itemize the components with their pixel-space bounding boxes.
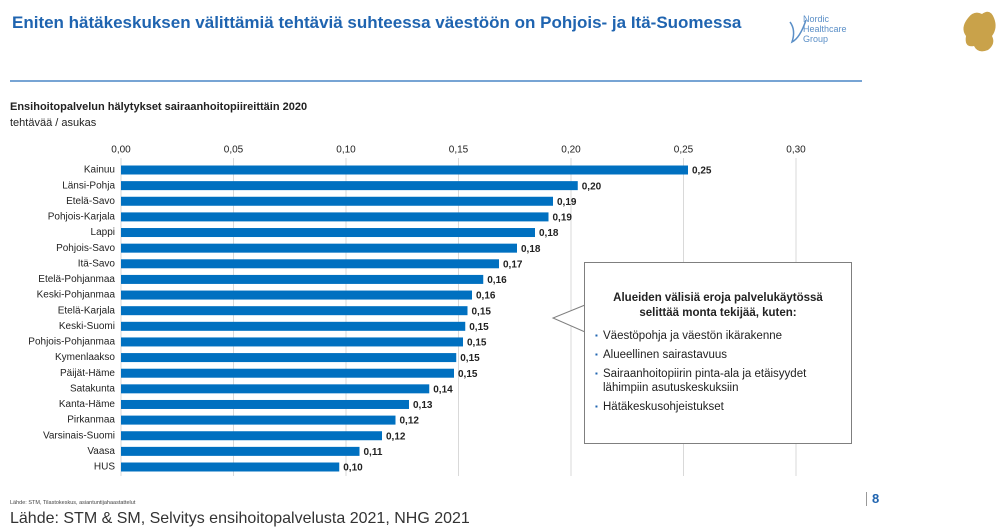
callout: Alueiden välisiä eroja palvelukäytössä s… xyxy=(584,262,852,444)
slide-title: Eniten hätäkeskuksen välittämiä tehtäviä… xyxy=(12,13,742,32)
y-tick-label: Kanta-Häme xyxy=(59,399,116,410)
callout-item: Alueellinen sairastavuus xyxy=(595,348,841,362)
y-tick-label: Kainuu xyxy=(84,165,115,176)
y-tick-label: Varsinais-Suomi xyxy=(43,430,115,441)
bar xyxy=(121,228,535,238)
source: Lähde: STM & SM, Selvitys ensihoitopalve… xyxy=(10,510,470,527)
x-tick-label: 0,25 xyxy=(674,145,694,156)
bar xyxy=(121,181,578,191)
value-label: 0,13 xyxy=(413,400,433,411)
callout-item: Hätäkeskusohjeistukset xyxy=(595,400,841,414)
chart-title: Ensihoitopalvelun hälytykset sairaanhoit… xyxy=(10,101,307,113)
y-tick-label: Lappi xyxy=(91,227,115,238)
y-tick-label: Kymenlaakso xyxy=(55,352,115,363)
callout-item: Väestöpohja ja väestön ikärakenne xyxy=(595,329,841,343)
bar xyxy=(121,212,549,222)
value-label: 0,16 xyxy=(476,291,496,302)
crest xyxy=(963,11,996,52)
y-tick-label: HUS xyxy=(94,462,115,473)
footnote: Lähde: STM, Tilastokeskus, asiantuntijah… xyxy=(10,500,136,506)
y-tick-label: Päijät-Häme xyxy=(60,368,115,379)
value-label: 0,19 xyxy=(553,213,573,224)
bar xyxy=(121,337,463,347)
callout-pointer xyxy=(551,304,586,333)
value-label: 0,18 xyxy=(539,228,559,239)
y-tick-label: Itä-Savo xyxy=(78,258,116,269)
logo-line: Nordic xyxy=(803,14,830,24)
chart-subtitle: tehtävää / asukas xyxy=(10,117,97,129)
y-tick-label: Pohjois-Savo xyxy=(56,243,115,254)
callout-item: Sairaanhoitopiirin pinta-ala ja etäisyyd… xyxy=(595,367,841,395)
bar xyxy=(121,259,499,269)
value-label: 0,18 xyxy=(521,244,541,255)
value-label: 0,15 xyxy=(460,353,480,364)
bar xyxy=(121,321,466,331)
bar xyxy=(121,353,457,363)
value-label: 0,10 xyxy=(343,463,363,474)
bar xyxy=(121,196,553,206)
y-tick-label: Pirkanmaa xyxy=(67,415,115,426)
logo-line: Group xyxy=(803,34,829,44)
x-tick-label: 0,15 xyxy=(449,145,469,156)
y-tick-label: Etelä-Karjala xyxy=(58,305,116,316)
y-tick-label: Etelä-Pohjanmaa xyxy=(38,274,115,285)
value-label: 0,16 xyxy=(487,275,507,286)
bar xyxy=(121,415,396,425)
value-label: 0,12 xyxy=(400,416,420,427)
y-tick-label: Satakunta xyxy=(70,383,115,394)
value-label: 0,11 xyxy=(364,447,383,458)
x-tick-label: 0,20 xyxy=(561,145,581,156)
x-tick-label: 0,10 xyxy=(336,145,356,156)
logo-mark xyxy=(789,19,807,44)
y-tick-label: Pohjois-Pohjanmaa xyxy=(28,337,115,348)
callout-list: Väestöpohja ja väestön ikärakenne Alueel… xyxy=(595,329,841,414)
callout-title: Alueiden välisiä eroja palvelukäytössä s… xyxy=(613,292,823,319)
bar xyxy=(121,462,340,472)
y-tick-label: Pohjois-Karjala xyxy=(48,212,116,223)
y-tick-label: Keski-Suomi xyxy=(59,321,115,332)
value-label: 0,15 xyxy=(467,338,487,349)
logo: Nordic Healthcare Group xyxy=(803,14,847,44)
x-tick-label: 0,05 xyxy=(224,145,244,156)
value-label: 0,15 xyxy=(472,306,492,317)
value-label: 0,25 xyxy=(692,166,712,177)
value-label: 0,15 xyxy=(469,322,489,333)
bar xyxy=(121,290,472,300)
x-tick-label: 0,00 xyxy=(111,145,131,156)
value-label: 0,14 xyxy=(433,384,453,395)
value-label: 0,12 xyxy=(386,431,406,442)
bar xyxy=(121,274,484,284)
page-number: 8 xyxy=(866,492,879,506)
bar xyxy=(121,431,382,441)
x-tick-label: 0,30 xyxy=(786,145,806,156)
y-tick-label: Keski-Pohjanmaa xyxy=(37,290,116,301)
bar xyxy=(121,446,360,456)
bar xyxy=(121,306,468,316)
value-label: 0,20 xyxy=(582,181,602,192)
logo-line: Healthcare xyxy=(803,24,847,34)
bar xyxy=(121,243,517,253)
bar xyxy=(121,399,409,409)
value-label: 0,19 xyxy=(557,197,577,208)
value-label: 0,17 xyxy=(503,259,523,270)
bar xyxy=(121,165,688,175)
value-label: 0,15 xyxy=(458,369,478,380)
bar xyxy=(121,384,430,394)
y-tick-label: Vaasa xyxy=(87,446,115,457)
y-tick-label: Etelä-Savo xyxy=(66,196,115,207)
bar xyxy=(121,368,454,378)
y-tick-label: Länsi-Pohja xyxy=(62,180,115,191)
